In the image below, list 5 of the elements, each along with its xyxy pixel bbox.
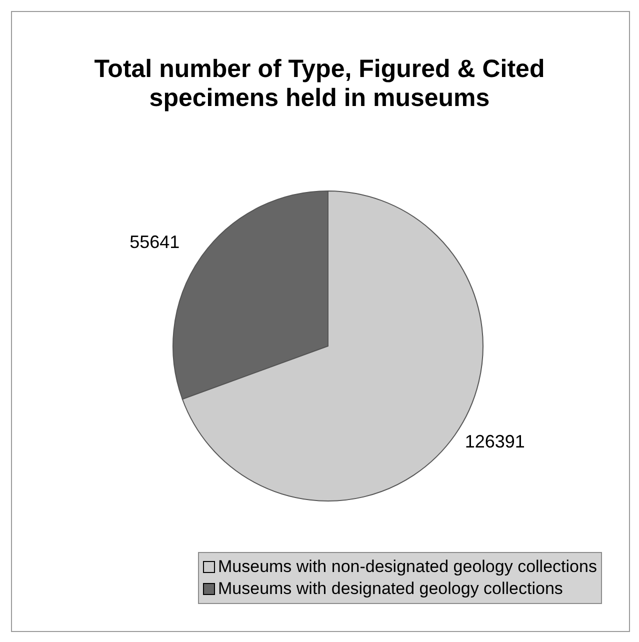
- legend-label: Museums with non-designated geology collections: [218, 556, 597, 578]
- legend-label: Museums with designated geology collections: [218, 578, 563, 600]
- chart-title: Total number of Type, Figured & Cited specimens held in museums: [93, 55, 546, 113]
- data-label: 55641: [130, 232, 180, 252]
- data-label: 126391: [464, 432, 525, 452]
